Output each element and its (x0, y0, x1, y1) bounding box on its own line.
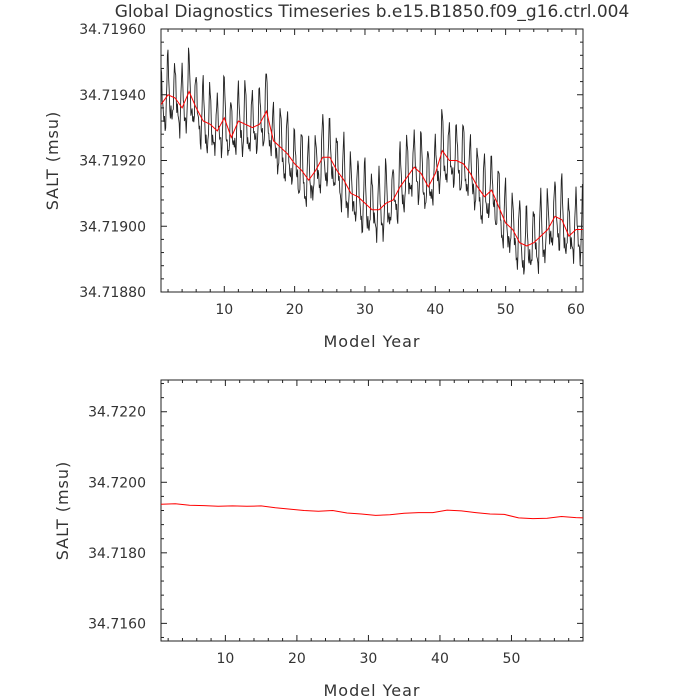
x-tick-label: 50 (497, 302, 515, 318)
annual-mean-salt-series-line (161, 503, 583, 520)
y-tick-label: 34.71940 (79, 88, 146, 104)
monthly-salt-series-line (161, 47, 583, 275)
x-tick-label: 10 (215, 302, 233, 318)
y-tick-label: 34.71900 (79, 219, 146, 235)
data-lines (161, 47, 583, 275)
y-tick-label: 34.7200 (88, 475, 146, 491)
x-axis-title: Model Year (324, 681, 421, 700)
x-tick-label: 20 (286, 302, 304, 318)
x-tick-label: 50 (503, 651, 521, 667)
y-tick-label: 34.71960 (79, 22, 146, 38)
plot-frame (160, 379, 584, 642)
x-tick-label: 10 (216, 651, 234, 667)
x-tick-label: 40 (431, 651, 449, 667)
x-tick-label: 60 (567, 302, 585, 318)
salt-panel-top: 10 20 30 40 50 60 34.71880 34.71900 34.71920 34.7… (43, 22, 585, 351)
x-tick-label: 30 (356, 302, 374, 318)
y-tick-label: 34.71920 (79, 154, 146, 170)
y-tick-label: 34.7220 (88, 405, 146, 421)
x-tick-label: 30 (360, 651, 378, 667)
y-tick-label: 34.71880 (79, 285, 146, 301)
annual-mean-salt-series-line (161, 90, 583, 247)
x-tick-label: 40 (426, 302, 444, 318)
data-lines (161, 503, 583, 520)
chart-title: Global Diagnostics Timeseries b.e15.B185… (115, 2, 630, 22)
x-axis-title: Model Year (324, 332, 421, 351)
plot-frame (160, 28, 584, 293)
y-axis-title: SALT (msu) (43, 111, 62, 211)
y-axis-title: SALT (msu) (53, 461, 72, 561)
salt-panel-bottom: 10 20 30 40 50 34.7160 34.7180 34.7200 34.7220 Mo… (53, 379, 584, 700)
y-tick-label: 34.7180 (88, 546, 146, 562)
y-tick-label: 34.7160 (88, 616, 146, 632)
x-tick-label: 20 (288, 651, 306, 667)
